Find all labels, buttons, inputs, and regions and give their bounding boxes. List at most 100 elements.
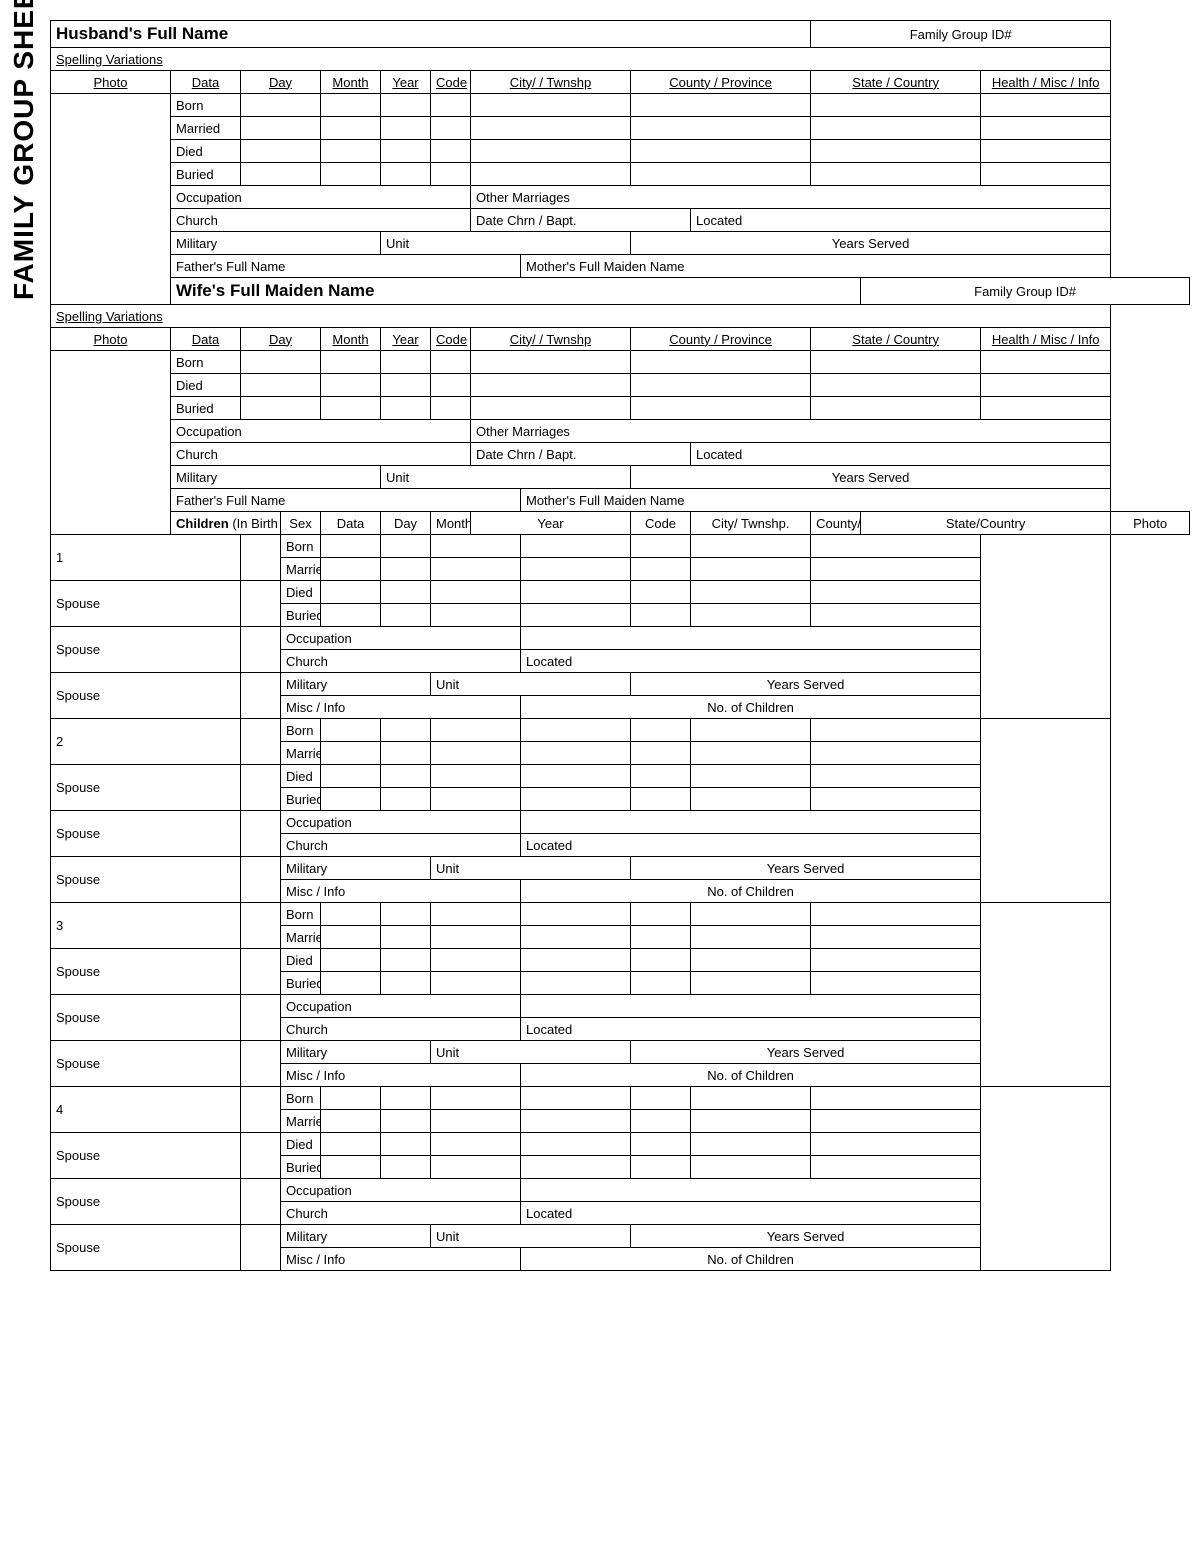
child-sex bbox=[241, 535, 281, 581]
child-spouse: Spouse bbox=[51, 811, 241, 857]
hdr-health: Health / Misc / Info bbox=[981, 328, 1111, 351]
row-occupation: Occupation bbox=[281, 1179, 521, 1202]
hdr-city: City/ / Twnshp bbox=[471, 71, 631, 94]
child-photo bbox=[981, 903, 1111, 1087]
row-father: Father's Full Name bbox=[171, 489, 521, 512]
wife-spelling: Spelling Variations bbox=[51, 305, 1111, 328]
hdr-photo: Photo bbox=[1111, 512, 1190, 535]
hdr-city: City/ Twnshp. bbox=[691, 512, 811, 535]
hdr-code: Code bbox=[431, 328, 471, 351]
row-married: Married bbox=[171, 117, 241, 140]
child-spouse: Spouse bbox=[51, 857, 241, 903]
row-church: Church bbox=[281, 834, 521, 857]
row-unit: Unit bbox=[431, 1225, 631, 1248]
hdr-year: Year bbox=[471, 512, 631, 535]
hdr-day: Day bbox=[381, 512, 431, 535]
hdr-data: Data bbox=[171, 71, 241, 94]
child-spouse: Spouse bbox=[51, 1179, 241, 1225]
row-no-children: No. of Children bbox=[521, 880, 981, 903]
child-sex bbox=[241, 719, 281, 765]
row-married: Married bbox=[281, 742, 321, 765]
row-years-served: Years Served bbox=[631, 466, 1111, 489]
row-born: Born bbox=[281, 1087, 321, 1110]
row-military: Military bbox=[281, 1225, 431, 1248]
row-located: Located bbox=[521, 650, 981, 673]
hdr-photo: Photo bbox=[51, 71, 171, 94]
row-died: Died bbox=[281, 581, 321, 604]
row-father: Father's Full Name bbox=[171, 255, 521, 278]
hdr-state: State / Country bbox=[811, 328, 981, 351]
hdr-state: State / Country bbox=[811, 71, 981, 94]
children-title: Children (In Birth Order) bbox=[171, 512, 281, 535]
row-buried: Buried bbox=[171, 397, 241, 420]
child-photo bbox=[981, 535, 1111, 719]
row-church: Church bbox=[171, 443, 471, 466]
row-mother: Mother's Full Maiden Name bbox=[521, 489, 1111, 512]
row-date-chrn: Date Chrn / Bapt. bbox=[471, 443, 691, 466]
child-spouse: Spouse bbox=[51, 949, 241, 995]
side-title: FAMILY GROUP SHEET bbox=[8, 0, 40, 300]
row-misc: Misc / Info bbox=[281, 1064, 521, 1087]
child-number: 3 bbox=[51, 903, 241, 949]
hdr-city: City/ / Twnshp bbox=[471, 328, 631, 351]
row-died: Died bbox=[171, 140, 241, 163]
row-misc: Misc / Info bbox=[281, 696, 521, 719]
hdr-county: County / Province bbox=[631, 71, 811, 94]
row-misc: Misc / Info bbox=[281, 1248, 521, 1271]
husband-photo-cell bbox=[51, 94, 171, 305]
child-spouse: Spouse bbox=[51, 673, 241, 719]
row-located: Located bbox=[691, 209, 1111, 232]
child-spouse: Spouse bbox=[51, 1225, 241, 1271]
wife-photo-cell bbox=[51, 351, 171, 535]
row-died: Died bbox=[281, 765, 321, 788]
hdr-state: State/Country bbox=[861, 512, 1111, 535]
row-occupation: Occupation bbox=[281, 995, 521, 1018]
child-spouse: Spouse bbox=[51, 1133, 241, 1179]
row-occupation: Occupation bbox=[281, 811, 521, 834]
hdr-county: County / Province bbox=[631, 328, 811, 351]
row-unit: Unit bbox=[381, 466, 631, 489]
child-spouse: Spouse bbox=[51, 995, 241, 1041]
hdr-month: Month bbox=[321, 328, 381, 351]
row-born: Born bbox=[281, 719, 321, 742]
child-number: 4 bbox=[51, 1087, 241, 1133]
hdr-month: Month bbox=[321, 71, 381, 94]
child-photo bbox=[981, 719, 1111, 903]
row-married: Married bbox=[281, 1110, 321, 1133]
child-sex bbox=[241, 1087, 281, 1133]
row-born: Born bbox=[171, 94, 241, 117]
row-years-served: Years Served bbox=[631, 1041, 981, 1064]
row-no-children: No. of Children bbox=[521, 1064, 981, 1087]
wife-group-id: Family Group ID# bbox=[861, 278, 1190, 305]
row-years-served: Years Served bbox=[631, 857, 981, 880]
hdr-data: Data bbox=[321, 512, 381, 535]
row-no-children: No. of Children bbox=[521, 1248, 981, 1271]
hdr-year: Year bbox=[381, 71, 431, 94]
row-born: Born bbox=[281, 535, 321, 558]
child-number: 2 bbox=[51, 719, 241, 765]
row-died: Died bbox=[171, 374, 241, 397]
row-other-marriages: Other Marriages bbox=[471, 420, 1111, 443]
hdr-county: County/ Prov. bbox=[811, 512, 861, 535]
row-misc: Misc / Info bbox=[281, 880, 521, 903]
row-date-chrn: Date Chrn / Bapt. bbox=[471, 209, 691, 232]
row-buried: Buried bbox=[281, 788, 321, 811]
child-spouse: Spouse bbox=[51, 581, 241, 627]
husband-group-id: Family Group ID# bbox=[811, 21, 1111, 48]
row-other-marriages: Other Marriages bbox=[471, 186, 1111, 209]
husband-title: Husband's Full Name bbox=[51, 21, 811, 48]
child-sex bbox=[241, 903, 281, 949]
row-located: Located bbox=[521, 834, 981, 857]
hdr-photo: Photo bbox=[51, 328, 171, 351]
row-unit: Unit bbox=[431, 857, 631, 880]
family-group-sheet: Husband's Full Name Family Group ID# Spe… bbox=[50, 20, 1190, 1271]
hdr-sex: Sex bbox=[281, 512, 321, 535]
hdr-day: Day bbox=[241, 328, 321, 351]
row-buried: Buried bbox=[281, 1156, 321, 1179]
row-occupation: Occupation bbox=[281, 627, 521, 650]
row-years-served: Years Served bbox=[631, 232, 1111, 255]
row-born: Born bbox=[281, 903, 321, 926]
row-buried: Buried bbox=[281, 972, 321, 995]
child-spouse: Spouse bbox=[51, 1041, 241, 1087]
row-military: Military bbox=[281, 857, 431, 880]
